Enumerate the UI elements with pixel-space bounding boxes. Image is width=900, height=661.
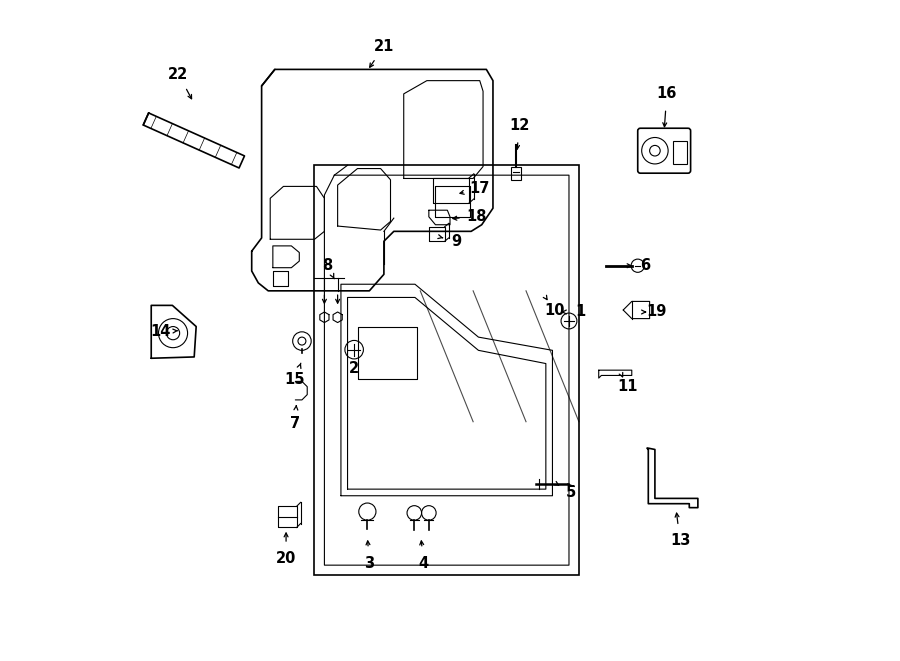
Text: 12: 12 [509,118,529,133]
Text: 7: 7 [290,416,300,430]
Text: 2: 2 [349,362,359,376]
Text: 9: 9 [452,234,462,249]
Text: 18: 18 [466,210,487,224]
Text: 4: 4 [418,556,428,570]
Text: 19: 19 [646,305,666,319]
Text: 11: 11 [616,379,637,394]
Text: 1: 1 [576,305,586,319]
Bar [673,141,687,164]
Text: 17: 17 [470,181,490,196]
Text: 6: 6 [640,258,650,273]
Text: 8: 8 [322,258,333,273]
Text: 14: 14 [150,325,171,339]
Text: 5: 5 [566,485,576,500]
Text: 13: 13 [670,533,690,548]
Bar [511,167,521,180]
Text: 10: 10 [544,303,564,318]
Text: 22: 22 [168,67,188,81]
Text: 3: 3 [364,556,374,570]
Text: 20: 20 [276,551,296,566]
Bar [314,165,579,575]
Text: 21: 21 [374,39,394,54]
Text: 15: 15 [284,372,305,387]
Text: 16: 16 [657,87,677,101]
